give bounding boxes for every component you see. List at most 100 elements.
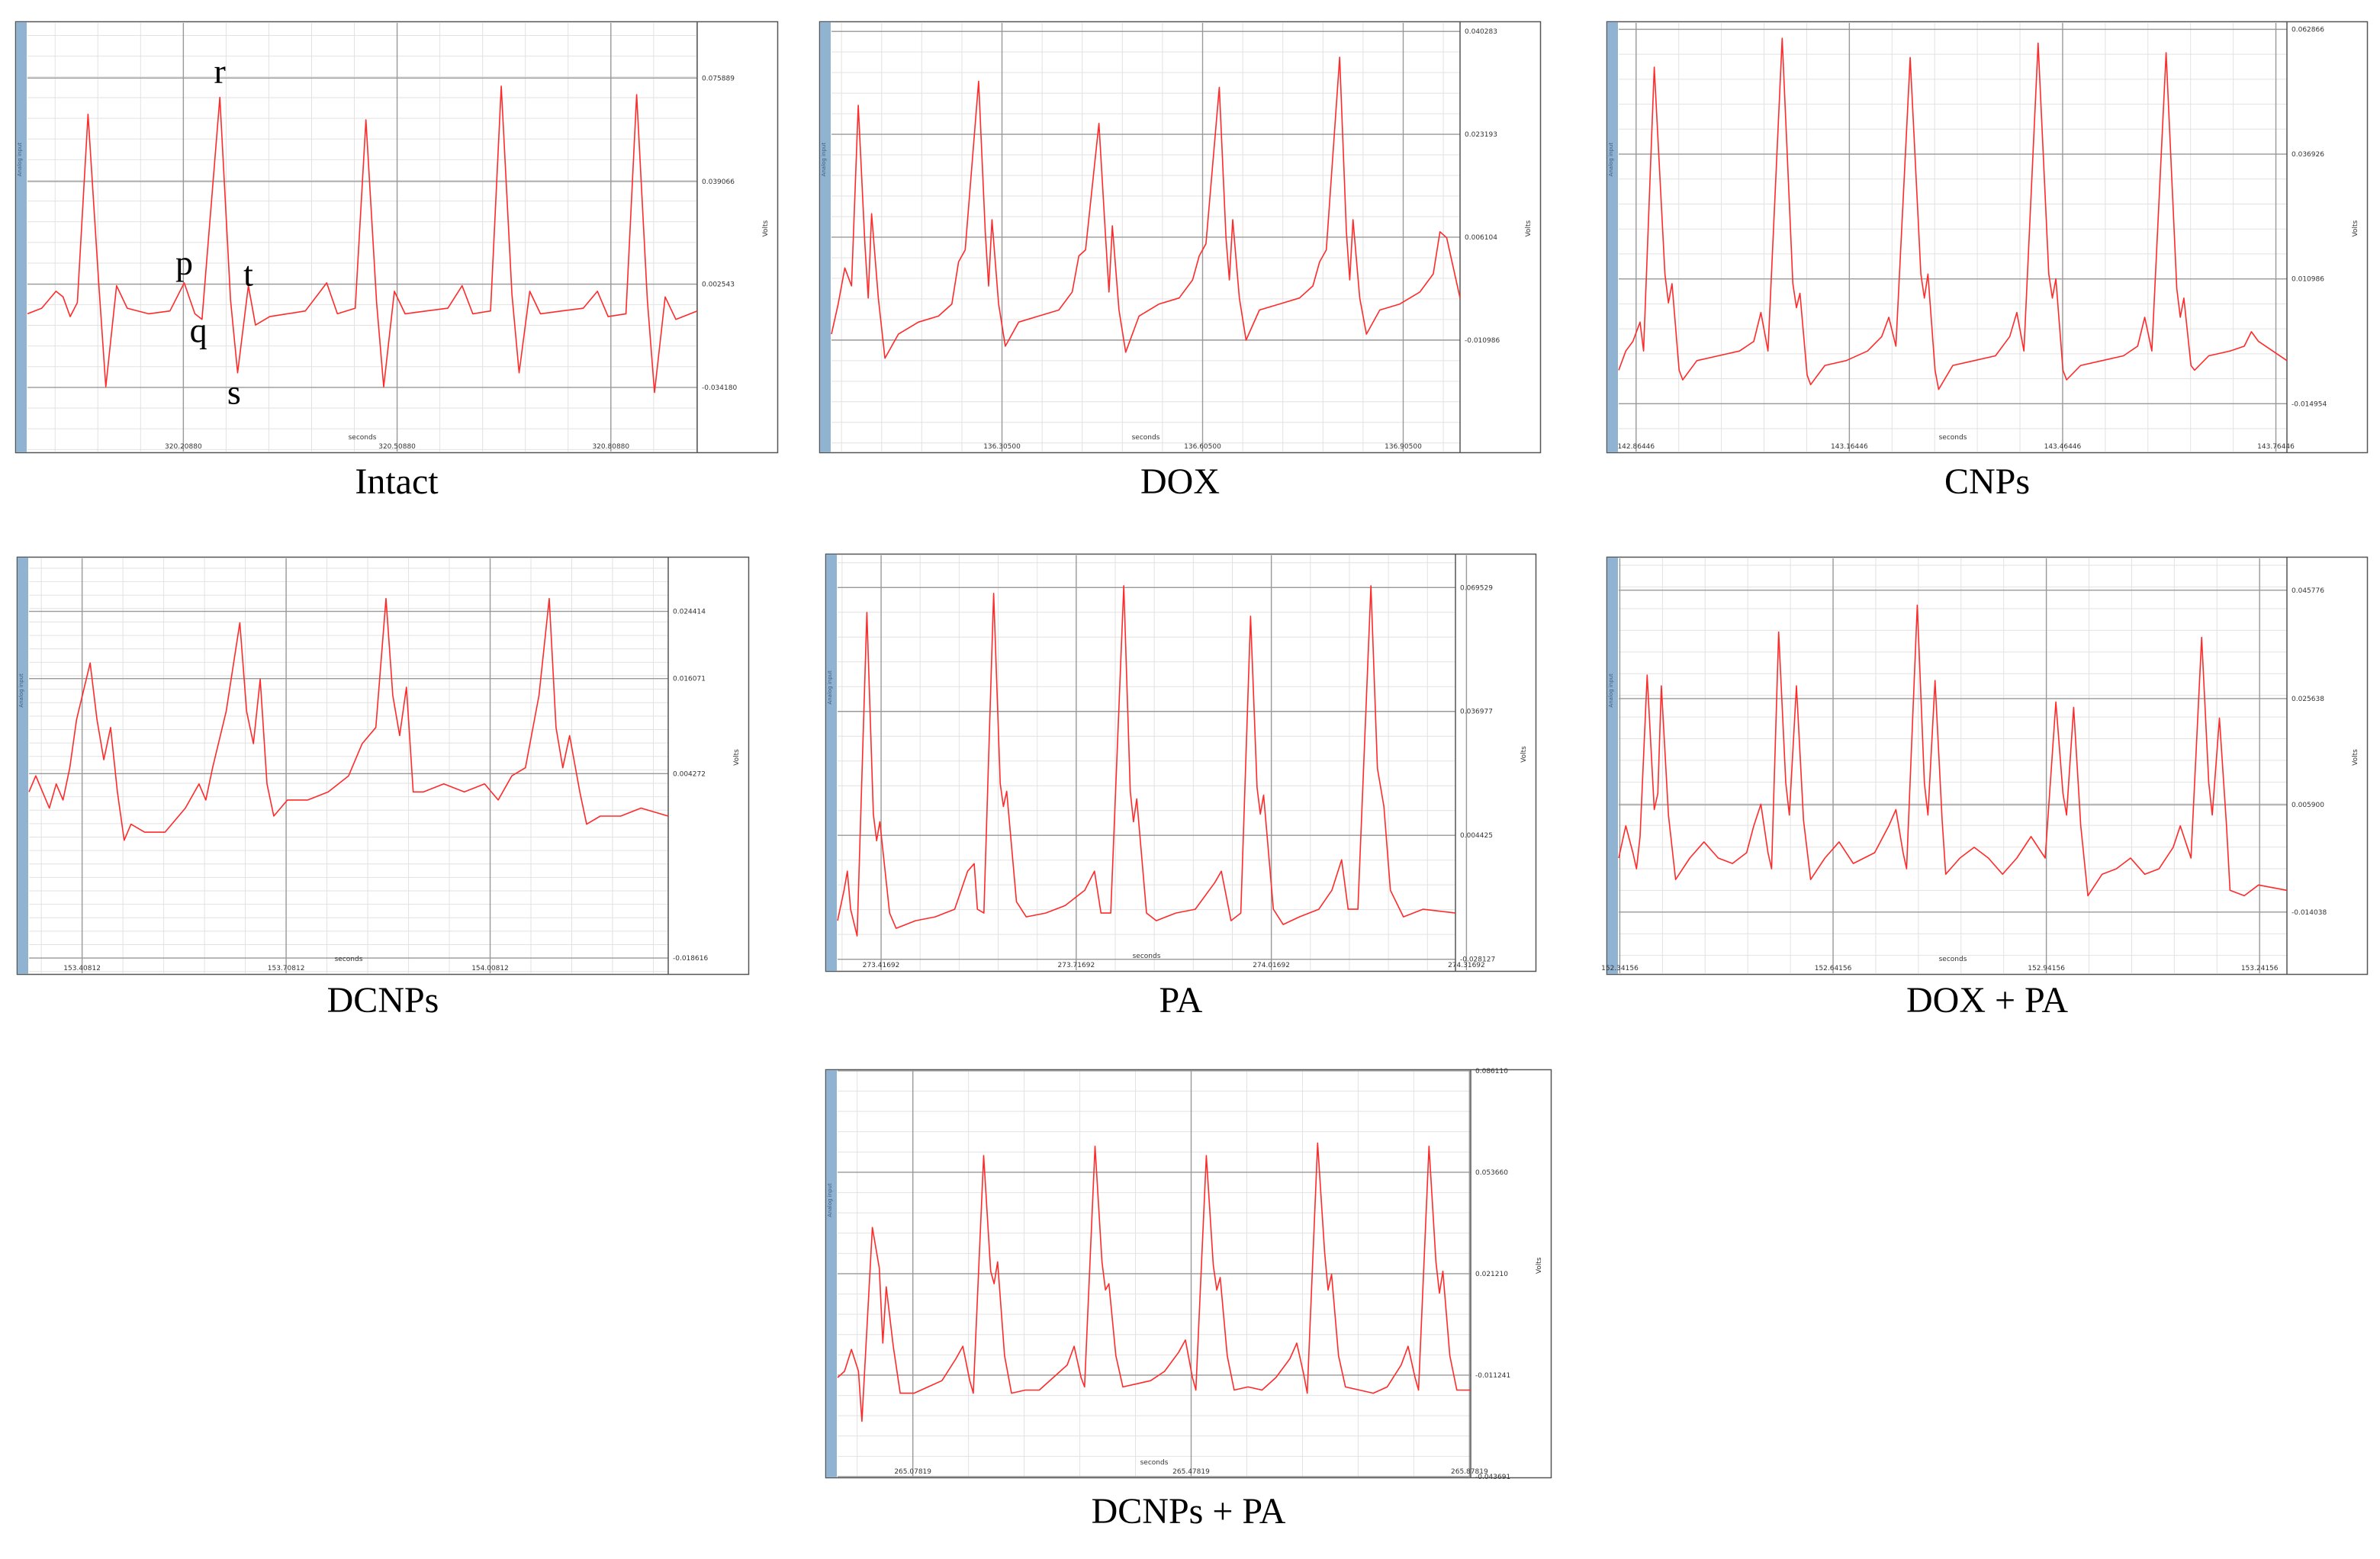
wave-label-t: t: [243, 255, 253, 294]
x-tick-label: 152.64156: [1815, 965, 1852, 972]
grid: [838, 555, 1468, 970]
y-tick-label: -0.028127: [1460, 956, 1495, 964]
side-bar[interactable]: [820, 22, 831, 452]
y-tick-label: 0.004272: [673, 770, 706, 778]
x-tick-label: 136.30500: [983, 443, 1021, 451]
x-tick-label: 153.24156: [2241, 965, 2279, 972]
y-tick-label: 0.004425: [1460, 832, 1493, 840]
panel-caption: Intact: [355, 461, 439, 502]
grid: [29, 558, 668, 973]
y-tick-label: -0.034180: [702, 384, 737, 392]
x-tick-label: 320.50880: [378, 443, 416, 451]
y-tick-label: -0.014954: [2292, 400, 2327, 408]
ecg-panel-3: Analog input 142.86446 143.16446 143.46446 1…: [1606, 21, 2369, 454]
x-tick-label: 320.80880: [592, 443, 629, 451]
panel-caption: DOX: [1140, 461, 1220, 502]
side-bar[interactable]: [826, 1070, 837, 1477]
ecg-trace: [27, 85, 698, 394]
x-tick-label: 153.40812: [63, 965, 101, 972]
x-tick-label: 274.31692: [1448, 962, 1485, 969]
chart-frame: [1606, 556, 2369, 976]
y-tick-label: 0.036926: [2292, 151, 2324, 159]
x-tick-label: 143.76446: [2257, 443, 2295, 451]
y-tick-label: 0.075889: [702, 75, 735, 82]
x-tick-label: 265.47819: [1172, 1468, 1210, 1476]
ecg-chart: Analog input 136.30500 136.60500 136.90500 0…: [819, 21, 1542, 454]
side-bar[interactable]: [16, 22, 27, 452]
chart-frame: [825, 553, 1537, 972]
x-axis-label: seconds: [1939, 434, 1967, 442]
ecg-panel-6: Analog input 152.34156 152.64156 152.94156 1…: [1601, 556, 2369, 976]
x-tick-label: 136.60500: [1184, 443, 1221, 451]
ecg-trace: [1618, 37, 2288, 391]
y-tick-label: 0.025638: [2292, 696, 2324, 703]
panel-caption: DOX + PA: [1906, 980, 2068, 1021]
ecg-panel-1: Analog input 320.20880 320.50880 320.80880 0…: [14, 21, 779, 454]
y-axis-label: Volts: [2352, 220, 2359, 237]
ecg-chart: Analog input 320.20880 320.50880 320.80880 0…: [14, 21, 779, 454]
x-axis-label: seconds: [335, 956, 363, 963]
ecg-panel-7: Analog input 265.07819 265.47819 265.87819 0…: [825, 1068, 1552, 1481]
ecg-trace: [831, 56, 1461, 359]
y-tick-label: 0.040283: [1465, 28, 1497, 36]
y-tick-label: 0.045776: [2292, 587, 2324, 595]
side-bar-label: Analog input: [827, 1183, 833, 1217]
side-bar[interactable]: [18, 558, 28, 974]
x-tick-label: 143.16446: [1831, 443, 1868, 451]
y-axis-label: Volts: [2352, 749, 2359, 766]
y-tick-label: 0.053660: [1475, 1169, 1508, 1177]
x-tick-label: 320.20880: [165, 443, 202, 451]
x-tick-label: 265.87819: [1451, 1468, 1488, 1476]
ecg-chart: Analog input 153.40812 153.70812 154.00812 0…: [16, 556, 750, 976]
y-tick-label: 0.024414: [673, 609, 706, 616]
ecg-trace: [837, 1142, 1471, 1422]
ecg-chart: Analog input 273.41692 273.71692 274.01692 2…: [825, 553, 1537, 972]
y-tick-label: 0.036977: [1460, 709, 1493, 716]
side-bar-label: Analog input: [827, 670, 833, 705]
x-tick-label: 265.07819: [894, 1468, 931, 1476]
wave-label-q: q: [190, 310, 207, 349]
side-bar[interactable]: [1607, 558, 1618, 974]
x-tick-label: 273.41692: [863, 962, 900, 969]
x-tick-label: 142.86446: [1617, 443, 1655, 451]
wave-label-p: p: [175, 243, 193, 282]
x-axis-label: seconds: [1133, 953, 1161, 960]
chart-frame: [16, 556, 750, 976]
y-tick-label: -0.043691: [1475, 1474, 1510, 1481]
panel-caption: PA: [1159, 980, 1203, 1021]
x-tick-label: 136.90500: [1385, 443, 1422, 451]
ecg-panel-5: Analog input 273.41692 273.71692 274.01692 2…: [825, 553, 1537, 972]
side-bar[interactable]: [1607, 22, 1618, 452]
x-tick-label: 143.46446: [2044, 443, 2082, 451]
y-tick-label: 0.039066: [702, 178, 735, 186]
y-tick-label: 0.006104: [1465, 234, 1497, 242]
ecg-trace: [837, 585, 1456, 937]
ecg-panel-4: Analog input 153.40812 153.70812 154.00812 0…: [16, 556, 750, 976]
x-tick-label: 273.71692: [1058, 962, 1095, 969]
y-tick-label: 0.023193: [1465, 131, 1497, 139]
wave-label-s: s: [227, 372, 241, 411]
y-axis-label: Volts: [1525, 220, 1533, 237]
y-axis-label: Volts: [762, 220, 770, 237]
y-tick-label: 0.016071: [673, 676, 706, 683]
y-tick-label: 0.005900: [2292, 802, 2324, 809]
chart-frame: [1606, 21, 2369, 454]
side-bar[interactable]: [826, 554, 837, 971]
y-tick-label: -0.011241: [1475, 1372, 1510, 1380]
grid: [831, 23, 1460, 452]
grid: [1619, 23, 2287, 452]
x-tick-label: 152.94156: [2028, 965, 2065, 972]
side-bar-label: Analog input: [17, 143, 23, 177]
ecg-chart: Analog input 265.07819 265.47819 265.87819 0…: [825, 1068, 1552, 1481]
x-tick-label: 154.00812: [471, 965, 509, 972]
side-bar-label: Analog input: [821, 143, 827, 177]
y-tick-label: -0.014038: [2292, 909, 2327, 917]
side-bar-label: Analog input: [1608, 143, 1614, 177]
wave-label-r: r: [214, 52, 226, 91]
y-axis-label: Volts: [1520, 746, 1528, 763]
y-tick-label: 0.002543: [702, 281, 735, 289]
x-tick-label: 274.01692: [1253, 962, 1290, 969]
panel-caption: DCNPs + PA: [1091, 1491, 1286, 1532]
grid: [838, 1070, 1471, 1477]
